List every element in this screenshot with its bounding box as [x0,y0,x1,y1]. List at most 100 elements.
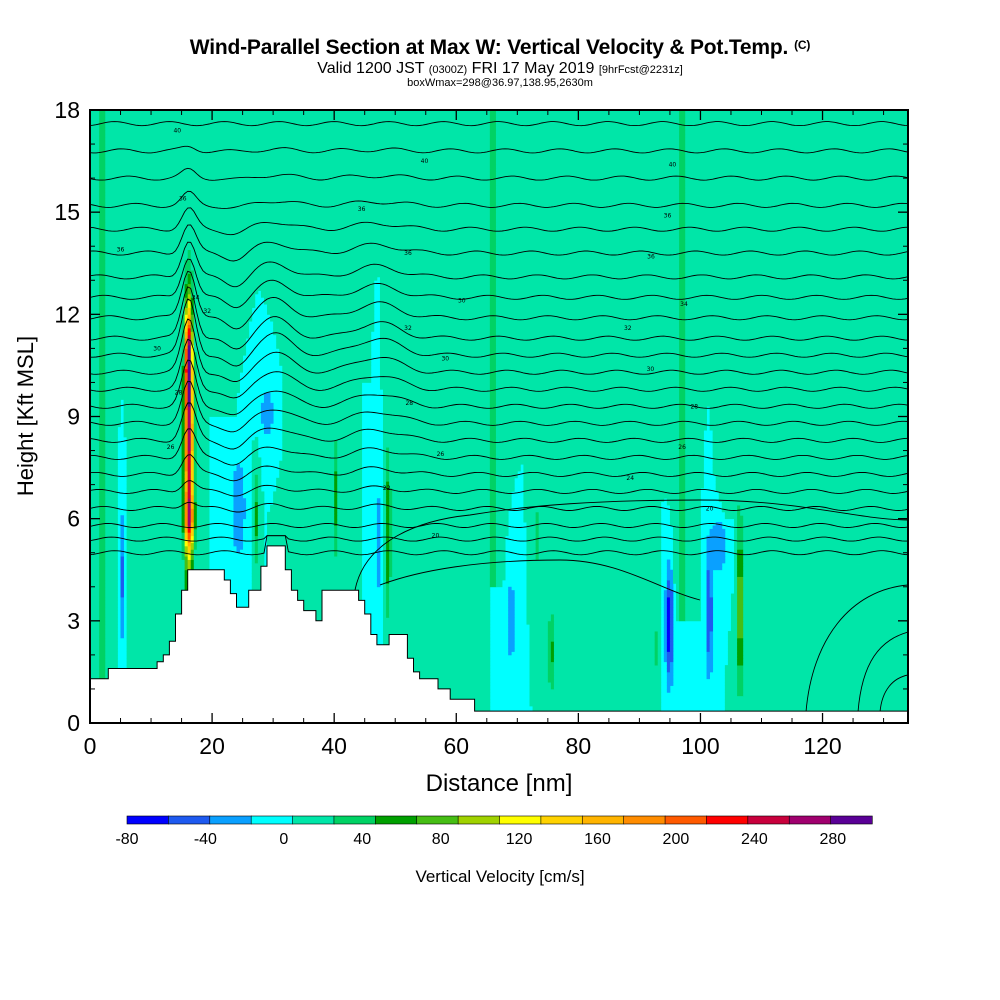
velocity-cell [663,631,668,635]
velocity-cell [105,161,491,165]
isentrope-line [90,298,908,367]
velocity-cell [105,239,491,244]
velocity-cell [547,641,552,646]
velocity-cell [383,477,387,482]
velocity-cell [523,498,665,503]
velocity-cell [679,351,686,356]
velocity-cell [383,624,491,629]
velocity-cell [193,280,375,285]
velocity-cell [257,518,265,523]
velocity-cell [99,171,106,176]
velocity-cell [685,515,701,520]
velocity-cell [105,416,121,421]
velocity-cell [184,280,189,285]
velocity-cell [105,460,118,465]
velocity-cell [90,600,100,605]
velocity-cell [120,620,124,625]
velocity-cell [489,222,497,227]
velocity-cell [257,559,265,564]
velocity-cell [389,552,393,557]
velocity-cell [126,579,186,584]
isentrope-label: 28 [405,400,413,407]
velocity-cell [233,474,244,479]
velocity-cell [526,583,662,588]
velocity-cell [386,545,390,550]
colorbar-tick-label: 80 [432,831,450,848]
velocity-cell [181,549,186,554]
isentrope-line [857,631,908,713]
velocity-cell [251,545,256,550]
velocity-cell [90,596,100,601]
colorbar-tick-label: 240 [741,831,768,848]
velocity-cell [184,481,189,486]
velocity-cell [495,450,680,455]
velocity-cell [679,481,686,486]
velocity-cell [495,157,680,162]
velocity-cell [184,562,189,567]
velocity-cell [679,116,686,121]
velocity-cell [679,453,686,458]
velocity-cell [386,566,390,571]
velocity-cell [389,501,393,506]
velocity-cell [90,562,100,567]
velocity-cell [706,542,726,547]
velocity-cell [184,498,189,503]
velocity-cell [508,593,515,598]
velocity-cell [706,535,726,540]
velocity-cell [679,130,686,135]
velocity-cell [672,576,680,581]
velocity-cell [679,365,686,370]
forecast-tag: [9hrFcst@2231z] [598,64,683,76]
velocity-cell [489,413,497,417]
velocity-cell [676,586,680,591]
velocity-cell [663,651,668,656]
velocity-cell [187,249,192,254]
velocity-cell [187,334,192,339]
velocity-cell [495,276,680,281]
velocity-cell [187,552,192,557]
velocity-cell [383,651,491,656]
velocity-cell [743,600,908,605]
velocity-cell [184,443,189,448]
velocity-cell [712,436,908,441]
velocity-cell [489,314,497,319]
velocity-cell [120,627,124,632]
velocity-cell [190,321,195,325]
velocity-cell [181,522,186,526]
velocity-cell [181,440,186,445]
velocity-cell [679,157,686,162]
velocity-cell [120,566,124,571]
velocity-cell [737,610,744,615]
velocity-cell [685,351,908,356]
velocity-cell [685,522,701,526]
velocity-cell [669,661,674,666]
velocity-cell [187,453,192,458]
velocity-cell [383,583,387,588]
velocity-cell [508,644,515,649]
velocity-cell [105,324,182,329]
velocity-cell [737,682,744,686]
velocity-cell [193,433,198,438]
velocity-cell [526,522,537,526]
velocity-cell [193,464,198,468]
velocity-cell [669,505,680,509]
colorbar-swatch [250,815,294,825]
velocity-cell [126,464,182,468]
isentrope-label: 34 [192,294,200,301]
velocity-cell [90,351,100,356]
velocity-cell [734,528,738,533]
velocity-cell [685,426,707,431]
velocity-cell [260,416,274,421]
velocity-cell [105,314,182,319]
velocity-cell [495,569,506,574]
colorbar-swatch [168,815,211,825]
velocity-cell [190,481,195,486]
velocity-cell [734,556,738,560]
velocity-cell [495,205,680,210]
velocity-cell [489,396,497,400]
velocity-cell [553,658,656,663]
velocity-cell [489,430,497,434]
velocity-cell [389,607,491,612]
velocity-cell [90,184,100,189]
velocity-cell [99,552,106,557]
